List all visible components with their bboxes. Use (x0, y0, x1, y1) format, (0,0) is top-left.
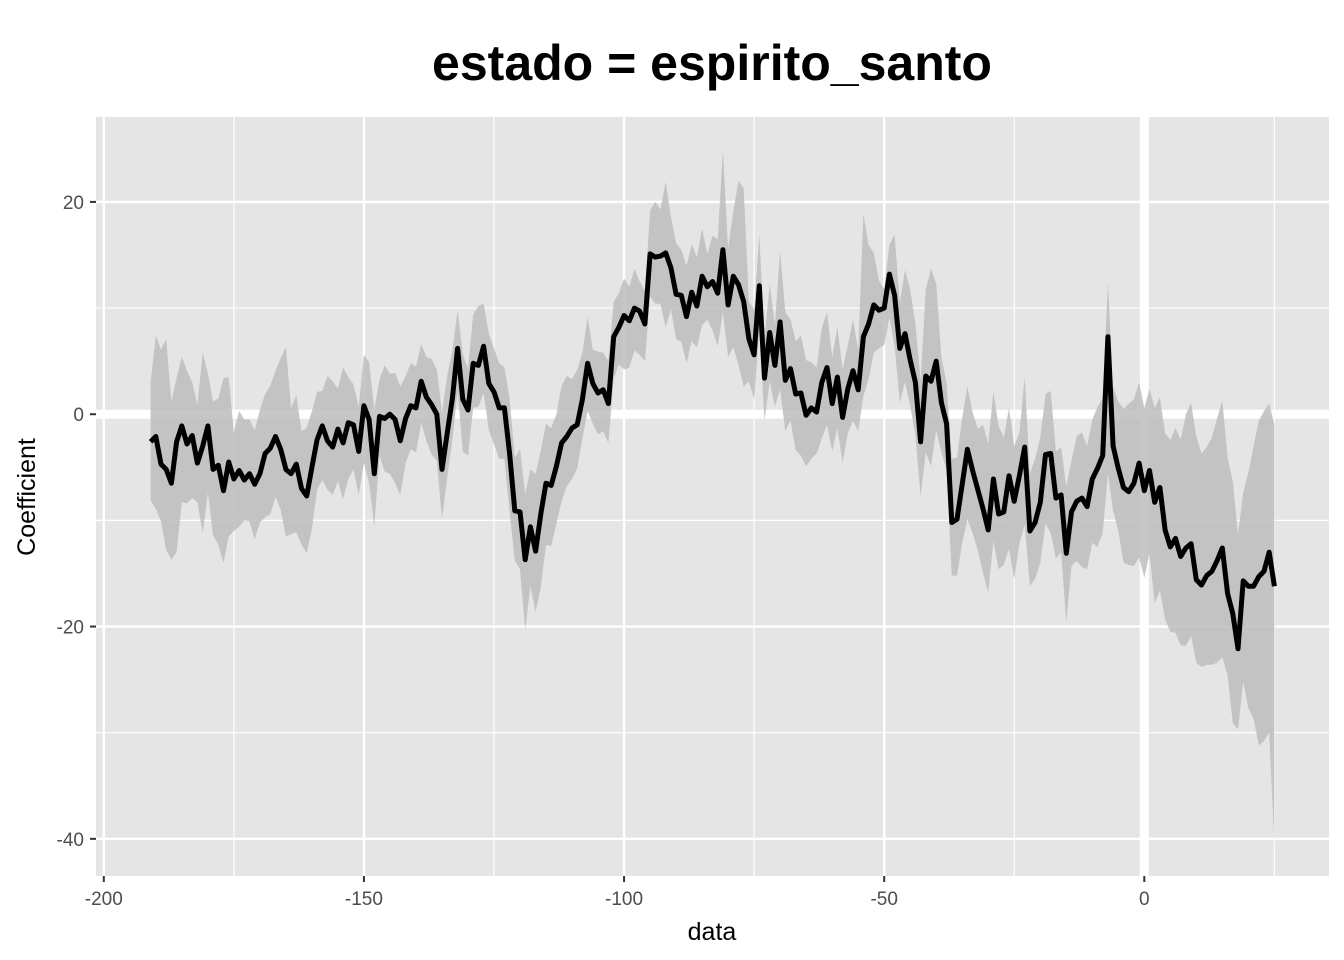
y-axis-ticks: -40 -20 0 20 (57, 193, 96, 851)
x-tick-label: -200 (85, 889, 123, 910)
x-axis-ticks: -200 -150 -100 -50 0 (85, 876, 1150, 910)
x-axis-title: data (688, 918, 737, 946)
x-tick-label: -150 (345, 889, 383, 910)
coefficient-line (148, 247, 1277, 652)
y-axis-title: Coefficient (13, 438, 41, 556)
x-tick-label: -50 (870, 889, 897, 910)
y-tick-label: -20 (57, 618, 84, 639)
x-tick-label: 0 (1139, 889, 1150, 910)
chart-title: estado = espirito_santo (432, 35, 992, 91)
coefficient-line-layer (148, 247, 1277, 652)
y-tick-label: 0 (73, 405, 84, 426)
confidence-ribbon-layer (150, 149, 1275, 845)
confidence-ribbon (150, 149, 1275, 845)
x-tick-label: -100 (605, 889, 643, 910)
y-tick-label: -40 (57, 830, 84, 851)
y-tick-label: 20 (63, 193, 84, 214)
